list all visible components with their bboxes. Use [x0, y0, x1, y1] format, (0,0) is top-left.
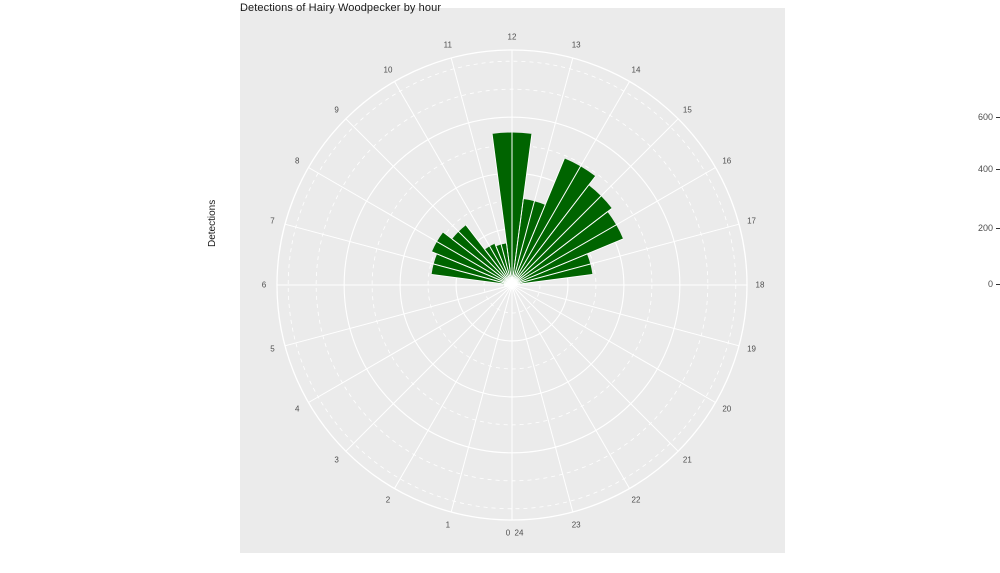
polar-bar-hour-10 — [484, 243, 512, 285]
y-tick-mark — [996, 168, 1000, 170]
polar-bar-hour-13 — [512, 199, 546, 285]
polar-bar-hour-16 — [512, 211, 624, 285]
y-tick-mark — [996, 116, 1000, 118]
y-tick-400-text: 400 — [977, 164, 993, 174]
y-tick-mark — [996, 283, 1000, 285]
y-tick-mark — [996, 227, 1000, 229]
y-axis-label: Detections — [207, 200, 218, 247]
y-tick-0-text: 0 — [987, 279, 993, 289]
y-axis-label-text: Detections — [207, 199, 218, 247]
y-tick-200: 200 — [764, 223, 1000, 233]
polar-plot — [276, 49, 748, 521]
polar-bar-hour-7 — [431, 253, 512, 285]
y-tick-400: 400 — [764, 164, 1000, 174]
polar-bar-hour-8 — [431, 232, 512, 285]
y-tick-600-text: 600 — [977, 112, 993, 122]
polar-bar-hour-14 — [512, 158, 596, 285]
y-tick-200-text: 200 — [977, 223, 993, 233]
y-tick-600: 600 — [764, 112, 1000, 122]
polar-spokes — [277, 50, 747, 520]
y-tick-0: 0 — [764, 279, 1000, 289]
chart-title: Detections of Hairy Woodpecker by hour — [240, 2, 442, 14]
polar-bar-hour-17 — [512, 253, 593, 285]
